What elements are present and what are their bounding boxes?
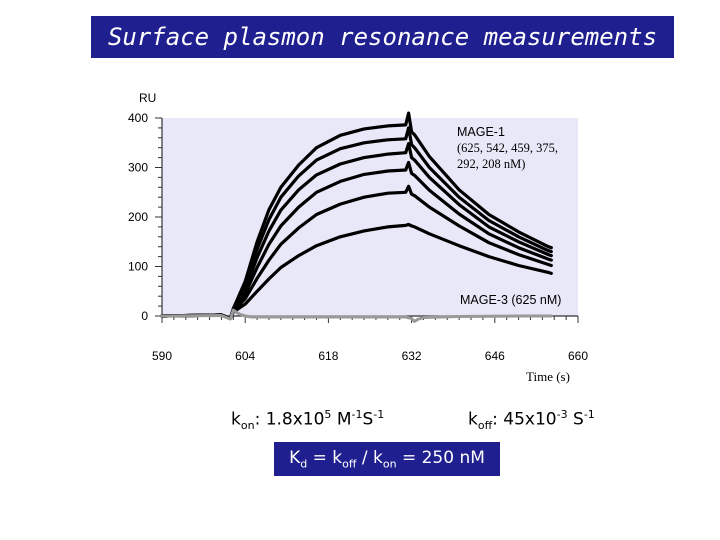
- annotation-mage1-line: MAGE-1: [457, 125, 505, 139]
- annotation-mage1: MAGE-1 (625, 542, 459, 375, 292, 208 nM): [457, 125, 558, 171]
- y-axis-label: RU: [139, 91, 156, 105]
- koff-equation: koff: 45x10-3 S-1: [468, 408, 595, 433]
- x-tick-label: 590: [152, 349, 172, 363]
- y-tick-label: 200: [128, 210, 148, 224]
- series-line-mage1-5: [160, 184, 553, 321]
- labels-layer: RU Time (s) MAGE-1 (625, 542, 459, 375, 292,…: [139, 91, 570, 384]
- x-tick-label: 646: [485, 349, 505, 363]
- y-tick-label: 0: [141, 309, 148, 323]
- kd-equation-box: Kd = koff / kon = 250 nM: [274, 442, 500, 476]
- x-axis-label: Time (s): [526, 369, 570, 384]
- x-tick-label: 618: [318, 349, 338, 363]
- series-line-mage1-6: [160, 222, 553, 321]
- x-tick-label: 604: [235, 349, 255, 363]
- kd-equation: Kd = koff / kon = 250 nM: [289, 447, 485, 471]
- annotation-mage3: MAGE-3 (625 nM): [460, 293, 561, 307]
- plot-background: [162, 118, 578, 316]
- y-tick-label: 300: [128, 161, 148, 175]
- series-layer: [160, 111, 553, 323]
- kon-equation: kon: 1.8x105 M-1S-1: [231, 408, 385, 433]
- series-line-mage1-3: [160, 142, 553, 321]
- x-tick-label: 632: [402, 349, 422, 363]
- annotation-mage1-line: 292, 208 nM): [457, 157, 525, 171]
- annotation-mage1-line: (625, 542, 459, 375,: [457, 141, 558, 155]
- y-tick-label: 400: [128, 111, 148, 125]
- y-tick-label: 100: [128, 260, 148, 274]
- slide-title: Surface plasmon resonance measurements: [91, 16, 674, 58]
- series-line-mage3: [160, 308, 553, 323]
- spr-chart: 0 100 200 300 400 590 604 618 632 646 660 RU Time (…: [128, 91, 588, 384]
- slide-title-text: Surface plasmon resonance measurements: [107, 23, 658, 51]
- series-line-mage1-4: [160, 160, 553, 321]
- x-tick-label: 660: [568, 349, 588, 363]
